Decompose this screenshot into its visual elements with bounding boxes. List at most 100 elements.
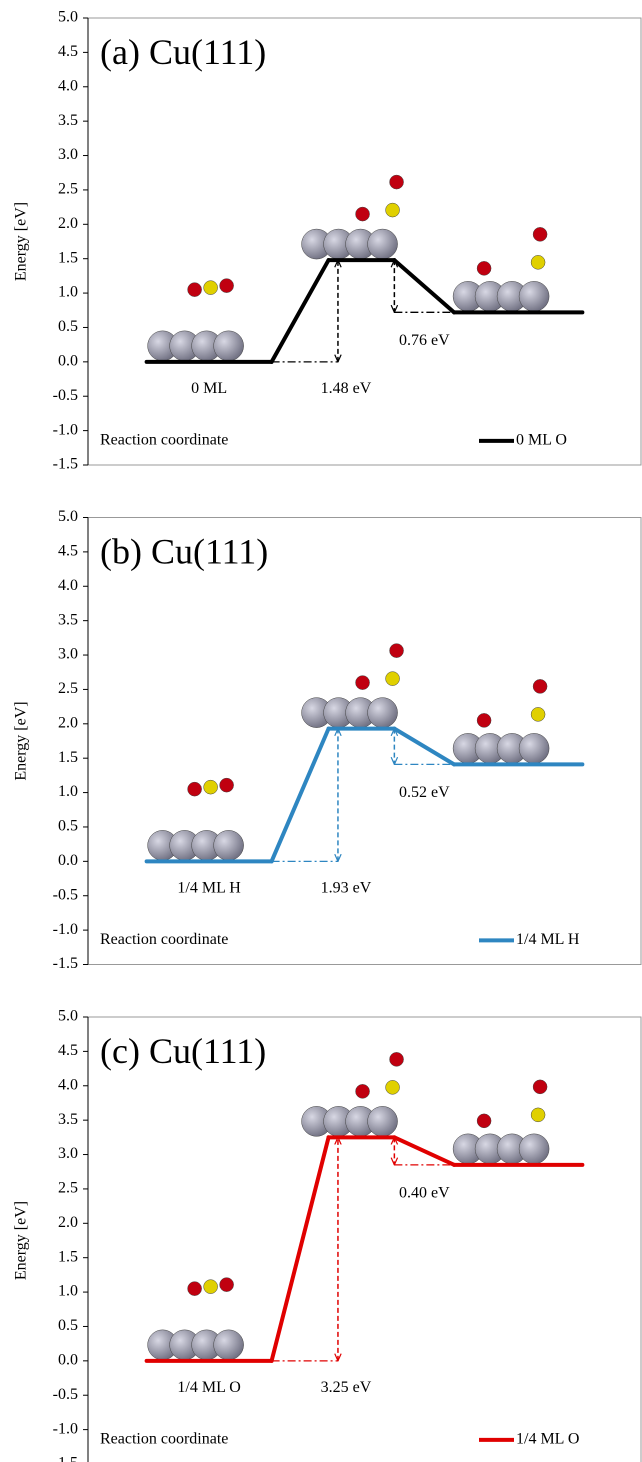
y-tick-label: -0.5 [53, 1386, 78, 1403]
atom [203, 1279, 218, 1294]
y-tick-label: 4.5 [58, 543, 78, 560]
y-tick-label: 3.0 [58, 146, 78, 163]
y-tick-label: 1.0 [58, 284, 78, 301]
atom [518, 733, 550, 764]
y-tick-label: 4.0 [58, 577, 78, 594]
atom [530, 1107, 546, 1123]
y-tick-label: 4.0 [58, 77, 78, 94]
barrier-label: 1.93 eV [321, 880, 372, 897]
y-tick-label: -0.5 [53, 886, 78, 903]
y-tick-label: 3.5 [58, 611, 78, 628]
y-tick-label: 3.5 [58, 1111, 78, 1128]
atom [389, 1052, 404, 1067]
chart-title: (b) Cu(111) [100, 532, 268, 572]
atom [532, 227, 548, 242]
atom [476, 1113, 492, 1129]
y-tick-label: 2.0 [58, 1214, 78, 1231]
atom [530, 707, 546, 722]
y-axis-label: Energy [eV] [13, 202, 30, 281]
x-axis-label: Reaction coordinate [100, 1431, 228, 1448]
barrier-label: 0.52 eV [399, 784, 450, 801]
atom [355, 206, 370, 222]
chart-title: (c) Cu(111) [100, 1031, 266, 1071]
y-tick-label: 3.0 [58, 646, 78, 663]
y-tick-label: 5.0 [58, 9, 78, 26]
y-tick-label: 1.0 [58, 783, 78, 800]
y-tick-label: 5.0 [58, 508, 78, 525]
chart-title: (a) Cu(111) [100, 32, 266, 72]
y-tick-label: 4.0 [58, 1076, 78, 1093]
x-axis-label: Reaction coordinate [100, 931, 228, 948]
y-tick-label: 1.5 [58, 749, 78, 766]
y-tick-label: 1.5 [58, 249, 78, 266]
energy-connector [269, 726, 331, 864]
atom [389, 174, 404, 190]
atom [532, 679, 548, 694]
y-tick-label: 4.5 [58, 1042, 78, 1059]
atom [187, 282, 202, 297]
y-tick-label: -0.5 [53, 387, 78, 404]
y-tick-label: 0.0 [58, 353, 78, 370]
atom [367, 228, 398, 260]
atom [355, 675, 370, 690]
atom [389, 643, 404, 658]
y-tick-label: 0.5 [58, 1317, 78, 1334]
y-tick-label: -1.5 [53, 1455, 78, 1462]
atom [219, 777, 234, 793]
atom [203, 280, 218, 295]
legend-label: 0 ML O [516, 432, 567, 449]
state-label: 1/4 ML O [177, 1379, 240, 1396]
y-tick-label: 1.5 [58, 1248, 78, 1265]
y-tick-label: -1.5 [53, 955, 78, 972]
y-tick-label: 3.5 [58, 112, 78, 129]
y-tick-label: 2.5 [58, 680, 78, 697]
y-tick-label: 4.5 [58, 43, 78, 60]
atom [219, 278, 234, 293]
atom [476, 261, 492, 276]
energy-connector [392, 726, 457, 767]
x-axis-label: Reaction coordinate [100, 432, 228, 449]
atom [213, 830, 244, 861]
atom [367, 697, 398, 728]
atom [385, 202, 400, 218]
y-tick-label: 2.5 [58, 1180, 78, 1197]
plot-frame [87, 517, 642, 965]
atom [476, 713, 492, 728]
energy-connector [269, 1135, 331, 1363]
atom [355, 1084, 370, 1099]
y-tick-label: 0.5 [58, 818, 78, 835]
atom [518, 281, 550, 312]
legend-label: 1/4 ML O [516, 1431, 579, 1448]
y-tick-label: 0.0 [58, 1352, 78, 1369]
barrier-label: 0.40 eV [399, 1184, 450, 1201]
y-tick-label: 1.0 [58, 1283, 78, 1300]
y-axis-label: Energy [eV] [13, 701, 30, 780]
state-label: 1/4 ML H [177, 880, 241, 897]
atom [367, 1106, 398, 1137]
y-tick-label: -1.5 [53, 456, 78, 473]
barrier-label: 0.76 eV [399, 332, 450, 349]
y-tick-label: 2.0 [58, 714, 78, 731]
energy-connector [269, 258, 331, 364]
y-tick-label: 5.0 [58, 1008, 78, 1025]
atom [213, 330, 244, 362]
atom [213, 1329, 244, 1361]
atom [219, 1277, 234, 1292]
atom [385, 1080, 400, 1095]
legend-label: 1/4 ML H [516, 931, 580, 948]
atom [187, 1281, 202, 1296]
y-tick-label: 2.0 [58, 215, 78, 232]
atom [187, 781, 202, 797]
y-tick-label: -1.0 [53, 421, 78, 438]
y-axis-label: Energy [eV] [13, 1201, 30, 1280]
y-tick-label: -1.0 [53, 921, 78, 938]
atom [532, 1079, 548, 1095]
energy-connector [392, 1135, 457, 1167]
atom [530, 255, 546, 270]
atom [518, 1133, 550, 1165]
y-tick-label: 0.0 [58, 852, 78, 869]
energy-connector [392, 258, 457, 315]
y-tick-label: 2.5 [58, 181, 78, 198]
atom [385, 671, 400, 686]
